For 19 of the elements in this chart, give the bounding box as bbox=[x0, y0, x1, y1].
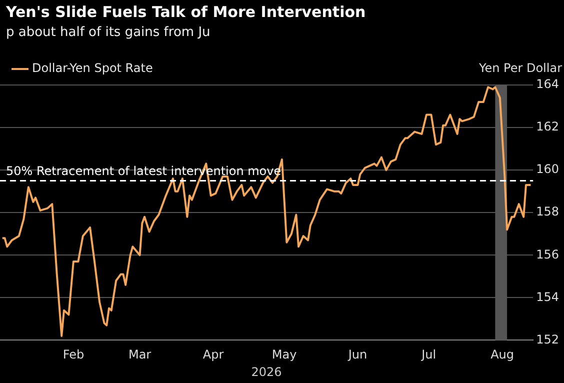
chart-subtitle: p about half of its gains from Ju bbox=[5, 24, 212, 41]
x-tick-label: Feb bbox=[62, 348, 84, 362]
y-tick-label: 160 bbox=[536, 162, 559, 176]
y-tick-label: 162 bbox=[536, 120, 559, 134]
legend-label: Dollar-Yen Spot Rate bbox=[32, 61, 153, 76]
y-tick-label: 164 bbox=[536, 77, 559, 92]
y-tick-label: 152 bbox=[536, 332, 559, 346]
x-tick-label: Jul bbox=[420, 348, 436, 362]
chart-title: Yen's Slide Fuels Talk of More Intervention bbox=[5, 2, 367, 22]
x-tick-label: Aug bbox=[490, 348, 514, 362]
y-axis-title: Yen Per Dollar bbox=[478, 61, 562, 76]
x-tick-label: Jun bbox=[347, 348, 368, 362]
y-tick-label: 154 bbox=[536, 290, 559, 304]
x-tick-label: Mar bbox=[128, 348, 152, 362]
x-axis-title: 2026 bbox=[251, 364, 282, 379]
x-tick-label: Apr bbox=[202, 348, 224, 362]
x-tick-label: May bbox=[272, 348, 297, 362]
y-tick-label: 158 bbox=[536, 204, 559, 219]
y-tick-label: 156 bbox=[536, 247, 559, 262]
